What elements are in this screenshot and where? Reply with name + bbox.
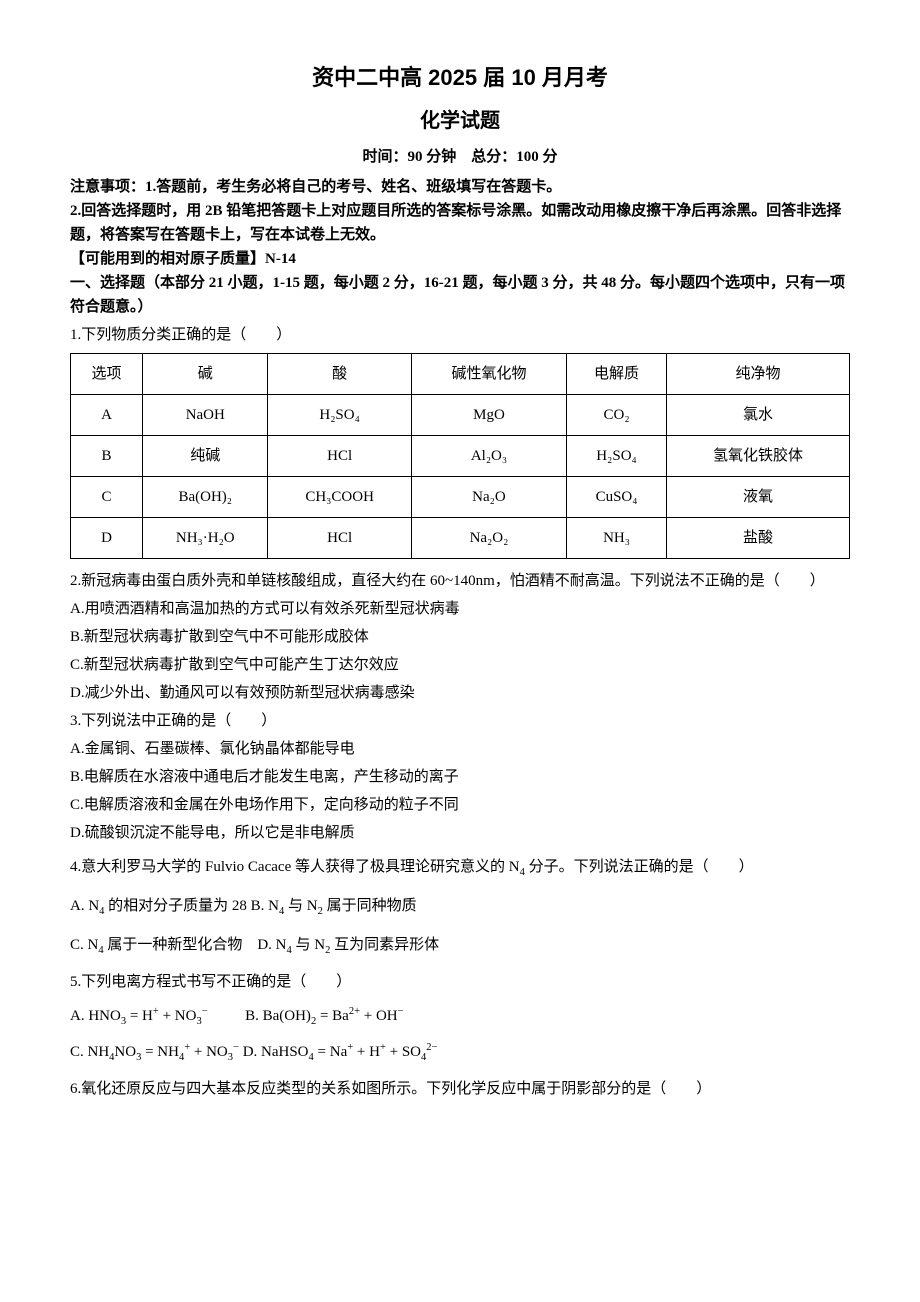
q4-c-mid: 属于一种新型化合物 D. N: [104, 937, 287, 953]
cell: 液氧: [666, 477, 849, 518]
q2-stem: 2.新冠病毒由蛋白质外壳和单链核酸组成，直径大约在 60~140nm，怕酒精不耐…: [70, 569, 850, 593]
q4-a-pre: A. N: [70, 898, 99, 914]
q5-a-mid1: = H: [126, 1008, 153, 1024]
superscript: 2+: [349, 1006, 360, 1017]
q5-d-mid2: + H: [353, 1044, 380, 1060]
q5-options-cd: C. NH4NO3 = NH4+ + NO3− D. NaHSO4 = Na+ …: [70, 1040, 850, 1067]
subscript: 3: [196, 1016, 201, 1027]
cell: H₂SO₄: [268, 395, 411, 436]
superscript: 2−: [426, 1042, 437, 1053]
atomic-mass-note: 【可能用到的相对原子质量】N-14: [70, 247, 850, 271]
cell: C: [71, 477, 143, 518]
cell: A: [71, 395, 143, 436]
th-pure: 纯净物: [666, 354, 849, 395]
th-option: 选项: [71, 354, 143, 395]
q3-option-c: C.电解质溶液和金属在外电场作用下，定向移动的粒子不同: [70, 793, 850, 817]
q4-c-mid2: 与 N: [292, 937, 325, 953]
cell: Ba(OH)₂: [143, 477, 268, 518]
cell: H₂SO₄: [567, 436, 667, 477]
q2-option-b: B.新型冠状病毒扩散到空气中不可能形成胶体: [70, 625, 850, 649]
q5-options-ab: A. HNO3 = H+ + NO3− B. Ba(OH)2 = Ba2+ + …: [70, 1004, 850, 1031]
q1-stem: 1.下列物质分类正确的是（ ）: [70, 323, 850, 347]
cell: Na₂O: [411, 477, 566, 518]
q5-d-mid3: + SO: [386, 1044, 421, 1060]
th-basic-oxide: 碱性氧化物: [411, 354, 566, 395]
q5-c-pre: C. NH: [70, 1044, 109, 1060]
q5-c-mid0: NO: [114, 1044, 136, 1060]
subscript: 4: [179, 1052, 184, 1063]
superscript: −: [233, 1042, 239, 1053]
cell: 纯碱: [143, 436, 268, 477]
table-row: C Ba(OH)₂ CH₃COOH Na₂O CuSO₄ 液氧: [71, 477, 850, 518]
cell: NaOH: [143, 395, 268, 436]
table-row: D NH₃·H₂O HCl Na₂O₂ NH₃ 盐酸: [71, 518, 850, 559]
cell: NH₃·H₂O: [143, 518, 268, 559]
table-row: A NaOH H₂SO₄ MgO CO₂ 氯水: [71, 395, 850, 436]
cell: MgO: [411, 395, 566, 436]
q3-stem: 3.下列说法中正确的是（ ）: [70, 709, 850, 733]
subscript: 4: [421, 1052, 426, 1063]
cell: D: [71, 518, 143, 559]
table-header-row: 选项 碱 酸 碱性氧化物 电解质 纯净物: [71, 354, 850, 395]
q1-table: 选项 碱 酸 碱性氧化物 电解质 纯净物 A NaOH H₂SO₄ MgO CO…: [70, 353, 850, 559]
q5-d-pre: D. NaHSO: [243, 1044, 309, 1060]
q2-option-d: D.减少外出、勤通风可以有效预防新型冠状病毒感染: [70, 681, 850, 705]
q5-b-pre: B. Ba(OH): [245, 1008, 311, 1024]
table-row: B 纯碱 HCl Al₂O₃ H₂SO₄ 氢氧化铁胶体: [71, 436, 850, 477]
q5-b-mid2: + OH: [360, 1008, 398, 1024]
cell: Al₂O₃: [411, 436, 566, 477]
q3-option-b: B.电解质在水溶液中通电后才能发生电离，产生移动的离子: [70, 765, 850, 789]
cell: CuSO₄: [567, 477, 667, 518]
cell: HCl: [268, 436, 411, 477]
q5-a-pre: A. HNO: [70, 1008, 121, 1024]
instruction-2: 2.回答选择题时，用 2B 铅笔把答题卡上对应题目所选的答案标号涂黑。如需改动用…: [70, 199, 850, 247]
q4-options-ab: A. N4 的相对分子质量为 28 B. N4 与 N2 属于同种物质: [70, 894, 850, 921]
q5-d-mid1: = Na: [314, 1044, 347, 1060]
th-electrolyte: 电解质: [567, 354, 667, 395]
q4-c-pre: C. N: [70, 937, 98, 953]
q4-stem: 4.意大利罗马大学的 Fulvio Cacace 等人获得了极具理论研究意义的 …: [70, 855, 850, 882]
q4-a-mid2: 与 N: [284, 898, 317, 914]
q5-c-mid2: + NO: [190, 1044, 228, 1060]
th-acid: 酸: [268, 354, 411, 395]
subscript: 3: [228, 1052, 233, 1063]
cell: 氢氧化铁胶体: [666, 436, 849, 477]
q4-a-mid: 的相对分子质量为 28 B. N: [104, 898, 279, 914]
superscript: −: [398, 1006, 404, 1017]
instruction-1: 注意事项：1.答题前，考生务必将自己的考号、姓名、班级填写在答题卡。: [70, 175, 850, 199]
th-base: 碱: [143, 354, 268, 395]
cell: B: [71, 436, 143, 477]
cell: 氯水: [666, 395, 849, 436]
q4-stem-a: 4.意大利罗马大学的 Fulvio Cacace 等人获得了极具理论研究意义的 …: [70, 859, 520, 875]
title-main: 资中二中高 2025 届 10 月月考: [70, 60, 850, 95]
cell: Na₂O₂: [411, 518, 566, 559]
q6-stem: 6.氧化还原反应与四大基本反应类型的关系如图所示。下列化学反应中属于阴影部分的是…: [70, 1077, 850, 1101]
q5-b-mid1: = Ba: [316, 1008, 349, 1024]
cell: 盐酸: [666, 518, 849, 559]
q2-option-a: A.用喷洒酒精和高温加热的方式可以有效杀死新型冠状病毒: [70, 597, 850, 621]
cell: CH₃COOH: [268, 477, 411, 518]
q2-option-c: C.新型冠状病毒扩散到空气中可能产生丁达尔效应: [70, 653, 850, 677]
cell: NH₃: [567, 518, 667, 559]
cell: CO₂: [567, 395, 667, 436]
q5-stem: 5.下列电离方程式书写不正确的是（ ）: [70, 970, 850, 994]
q4-a-end: 属于同种物质: [323, 898, 417, 914]
cell: HCl: [268, 518, 411, 559]
q3-option-a: A.金属铜、石墨碳棒、氯化钠晶体都能导电: [70, 737, 850, 761]
time-score: 时间：90 分钟 总分：100 分: [70, 145, 850, 169]
title-sub: 化学试题: [70, 105, 850, 137]
q4-c-end: 互为同素异形体: [330, 937, 439, 953]
q5-a-mid2: + NO: [159, 1008, 197, 1024]
superscript: −: [202, 1006, 208, 1017]
q3-option-d: D.硫酸钡沉淀不能导电，所以它是非电解质: [70, 821, 850, 845]
q4-stem-b: 分子。下列说法正确的是（ ）: [525, 859, 754, 875]
q4-options-cd: C. N4 属于一种新型化合物 D. N4 与 N2 互为同素异形体: [70, 933, 850, 960]
section-1-header: 一、选择题（本部分 21 小题，1-15 题，每小题 2 分，16-21 题，每…: [70, 271, 850, 319]
q5-c-mid1: = NH: [141, 1044, 179, 1060]
